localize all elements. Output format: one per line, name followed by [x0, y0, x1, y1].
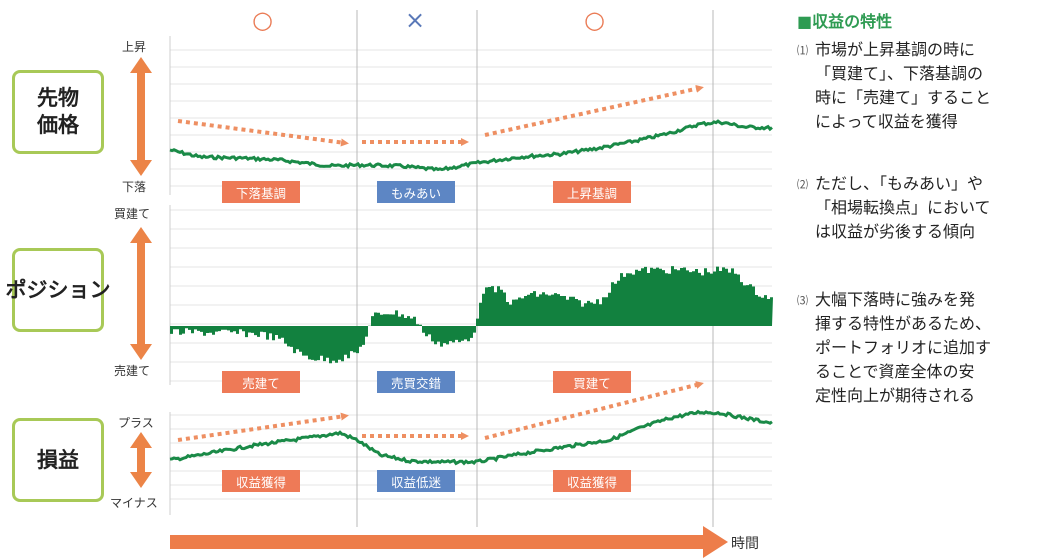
phase-mark-1: ○	[252, 6, 273, 34]
tag-price-phase-2: もみあい	[377, 181, 455, 203]
axis-bottom-label-pnl: マイナス	[110, 496, 158, 510]
point-2: ⑵ ただし、「もみあい」や 「相場転換点」において は収益が劣後する傾向	[797, 172, 1047, 244]
axis-top-label-pnl: プラス	[118, 416, 154, 430]
row-label-futures-price: 先物 価格	[12, 70, 104, 154]
point-2-text: ただし、「もみあい」や 「相場転換点」において は収益が劣後する傾向	[815, 174, 991, 241]
axis-arrow-price-shaft	[137, 71, 145, 162]
axis-arrow-price	[130, 57, 152, 176]
characteristics-panel: ■収益の特性 ⑴ 市場が上昇基調の時に 「買建て」、下落基調の 時に「売建て」す…	[797, 8, 1047, 408]
chart-svg	[130, 10, 773, 558]
position-area	[170, 266, 773, 364]
tag-pnl-phase-2: 収益低迷	[377, 470, 455, 492]
tag-position-phase-3: 買建て	[553, 371, 631, 393]
axis-arrow-position-shaft	[137, 241, 145, 346]
axis-arrow-price-head-up	[130, 57, 152, 73]
pnl-trend-arrow-3	[484, 381, 704, 440]
point-3-number: ⑶	[797, 294, 808, 307]
point-1-number: ⑴	[797, 44, 808, 57]
axis-bottom-label-price: 下落	[122, 180, 147, 194]
price-trend-arrow-1	[177, 119, 349, 147]
tag-pnl-phase-3: 収益獲得	[553, 470, 631, 492]
axis-arrow-pnl-shaft	[137, 446, 145, 474]
pnl-line	[169, 409, 773, 466]
price-trend-arrow-3	[484, 84, 704, 137]
arrow-layer	[130, 57, 728, 558]
tag-price-phase-1: 下落基調	[222, 181, 300, 203]
point-3: ⑶ 大幅下落時に強みを発 揮する特性があるため、 ポートフォリオに追加す ること…	[797, 288, 1047, 408]
axis-arrow-position-head-up	[130, 227, 152, 243]
tag-position-phase-2: 売買交錯	[377, 371, 455, 393]
row-label-position: ポジション	[6, 248, 111, 332]
axis-bottom-label-position: 売建て	[114, 364, 151, 378]
series-layer	[169, 119, 773, 466]
time-axis-label: 時間	[731, 536, 759, 552]
axis-arrow-pnl-head-up	[130, 432, 152, 448]
axis-arrow-price-head-down	[130, 160, 152, 176]
axis-top-label-position: 買建て	[114, 207, 151, 221]
characteristics-title: ■収益の特性	[797, 12, 893, 31]
row-label-pnl: 損益	[12, 418, 104, 502]
axis-arrow-pnl-head-down	[130, 472, 152, 488]
point-2-number: ⑵	[797, 178, 808, 191]
tag-position-phase-1: 売建て	[222, 371, 300, 393]
phase-mark-2: ×	[405, 6, 426, 34]
axis-arrow-pnl	[130, 432, 152, 488]
point-1: ⑴ 市場が上昇基調の時に 「買建て」、下落基調の 時に「売建て」すること によっ…	[797, 38, 1047, 134]
point-3-text: 大幅下落時に強みを発 揮する特性があるため、 ポートフォリオに追加す ることで資…	[815, 290, 992, 405]
time-axis-shaft	[170, 535, 705, 549]
point-1-text: 市場が上昇基調の時に 「買建て」、下落基調の 時に「売建て」すること によって収…	[815, 40, 992, 131]
axis-arrow-position	[130, 227, 152, 360]
price-line	[169, 119, 773, 172]
axis-arrow-position-head-down	[130, 344, 152, 360]
time-axis-arrow	[170, 526, 728, 558]
axis-top-label-price: 上昇	[122, 40, 147, 54]
time-axis-head	[703, 526, 728, 558]
phase-mark-3: ○	[584, 6, 605, 34]
tag-price-phase-3: 上昇基調	[553, 181, 631, 203]
tag-pnl-phase-1: 収益獲得	[222, 470, 300, 492]
